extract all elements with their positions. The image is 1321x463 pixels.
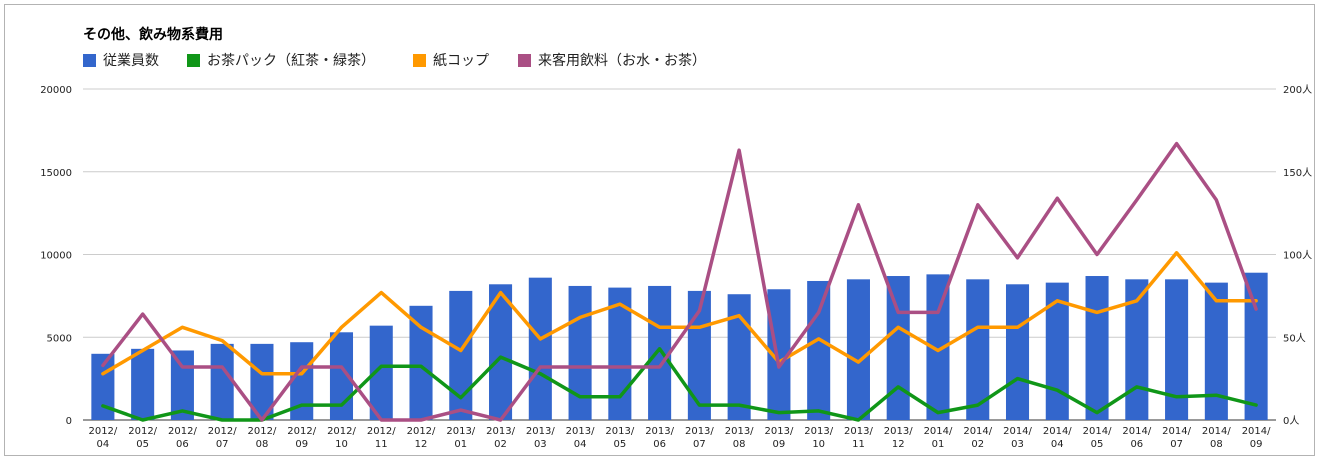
x-tick-label: 2012/07: [208, 426, 237, 450]
x-tick-label: 2014/09: [1242, 426, 1271, 450]
legend-swatch-guest-drinks: [518, 53, 531, 67]
bar: [648, 285, 672, 420]
bar: [846, 279, 870, 420]
legend-label-guest-drinks: 来客用飲料（お水・お茶）: [538, 53, 706, 69]
x-tick-label: 2014/06: [1122, 426, 1151, 450]
y-left-tick-label: 20000: [40, 85, 72, 96]
x-tick-label: 2014/02: [963, 426, 992, 450]
x-tick-label: 2014/08: [1202, 426, 1231, 450]
legend-swatch-paper-cup: [413, 53, 426, 67]
series-line: [101, 347, 1258, 422]
x-tick-label: 2013/09: [765, 426, 794, 450]
bar: [1045, 282, 1069, 420]
x-tick-label: 2012/09: [287, 426, 316, 450]
x-tick-label: 2013/07: [685, 426, 714, 450]
series-line: [101, 141, 1258, 422]
x-tick-label: 2012/12: [407, 426, 436, 450]
bar: [608, 287, 632, 420]
x-tick-label: 2012/10: [327, 426, 356, 450]
legend-item-guest-drinks[interactable]: 来客用飲料（お水・お茶）: [518, 50, 706, 70]
legend-swatch-tea-pack: [187, 53, 200, 67]
y-right-tick-label: 50人: [1283, 332, 1306, 344]
x-tick-label: 2013/05: [605, 426, 634, 450]
bar: [131, 348, 155, 420]
bar: [767, 289, 791, 420]
bar: [1125, 279, 1149, 420]
y-left-tick-label: 0: [66, 416, 72, 427]
bar: [1244, 272, 1268, 420]
x-tick-label: 2012/11: [367, 426, 396, 450]
legend-label-paper-cup: 紙コップ: [433, 53, 489, 69]
x-tick-label: 2013/06: [645, 426, 674, 450]
x-tick-label: 2013/03: [526, 426, 555, 450]
bar: [568, 285, 592, 420]
x-tick-label: 2012/06: [168, 426, 197, 450]
series-line: [101, 251, 1258, 376]
bar: [727, 294, 751, 420]
bar: [1085, 276, 1109, 420]
bar: [210, 343, 234, 420]
chart-title: その他、飲み物系費用: [83, 27, 223, 43]
line-series: [101, 141, 1258, 422]
bar: [966, 279, 990, 420]
x-tick-label: 2014/03: [1003, 426, 1032, 450]
bar: [1005, 284, 1030, 420]
y-left-tick-label: 5000: [47, 333, 72, 344]
x-tick-label: 2013/04: [566, 426, 595, 450]
x-tick-label: 2013/10: [804, 426, 833, 450]
bar: [807, 280, 831, 420]
bar-series-employees: [91, 272, 1268, 420]
x-tick-label: 2012/04: [88, 426, 117, 450]
bar: [687, 290, 711, 420]
bar: [886, 276, 910, 420]
bar: [1165, 279, 1189, 420]
y-right-tick-label: 150人: [1283, 167, 1312, 179]
legend-item-tea-pack[interactable]: お茶パック（紅茶・緑茶）: [187, 50, 375, 70]
bar: [290, 342, 314, 420]
bar: [528, 277, 552, 420]
x-tick-label: 2013/11: [844, 426, 873, 450]
x-tick-label: 2014/04: [1043, 426, 1072, 450]
bar: [449, 290, 473, 420]
x-tick-label: 2013/02: [486, 426, 515, 450]
bar: [1204, 282, 1228, 420]
y-left-tick-label: 15000: [40, 168, 72, 179]
x-tick-label: 2013/12: [884, 426, 913, 450]
bar: [250, 343, 274, 420]
legend-label-employees: 従業員数: [103, 53, 159, 69]
x-tick-label: 2014/05: [1083, 426, 1112, 450]
legend-item-paper-cup[interactable]: 紙コップ: [413, 50, 489, 70]
y-left-tick-label: 10000: [40, 251, 72, 262]
x-tick-label: 2014/01: [924, 426, 953, 450]
x-tick-label: 2013/01: [446, 426, 475, 450]
legend-swatch-employees: [83, 53, 96, 67]
legend-label-tea-pack: お茶パック（紅茶・緑茶）: [207, 53, 375, 69]
x-tick-label: 2012/05: [128, 426, 157, 450]
y-right-tick-label: 100人: [1283, 250, 1312, 262]
legend-item-employees[interactable]: 従業員数: [83, 50, 159, 70]
x-tick-label: 2013/08: [725, 426, 754, 450]
x-tick-label: 2014/07: [1162, 426, 1191, 450]
bar: [409, 305, 433, 420]
axes: 0 0人 5000 50人 10000 100人 15000 150人 20000 200人 201…: [40, 84, 1312, 450]
x-tick-label: 2012/08: [248, 426, 277, 450]
y-right-tick-label: 0人: [1283, 415, 1299, 427]
y-right-tick-label: 200人: [1283, 84, 1312, 96]
bar: [489, 284, 513, 420]
bar: [369, 325, 393, 420]
